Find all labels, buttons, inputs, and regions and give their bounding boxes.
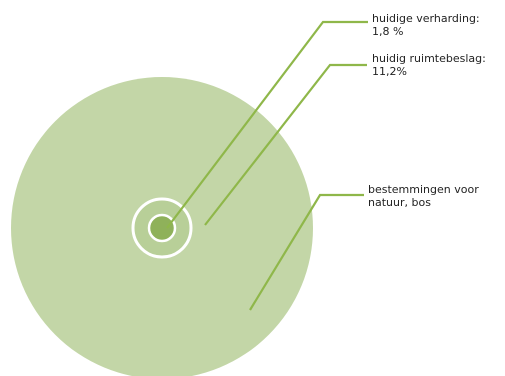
hard-surface-value: 1,8 % — [372, 25, 404, 38]
nature-label: bestemmingen voor natuur, bos — [368, 183, 479, 209]
nature-label-line2: natuur, bos — [368, 196, 431, 209]
space-use-leader-line — [204, 63, 367, 226]
hard-surface-name: huidige verharding: — [372, 12, 480, 25]
space-use-value: 11,2% — [372, 65, 407, 78]
hard-surface-leader-line — [166, 20, 368, 229]
nature-leader-line — [249, 193, 364, 311]
hard-surface-circle — [147, 213, 177, 243]
hard-surface-label: huidige verharding: 1,8 % — [372, 12, 480, 38]
nature-label-line1: bestemmingen voor — [368, 183, 479, 196]
space-use-label: huidig ruimtebeslag: 11,2% — [372, 52, 486, 78]
space-use-name: huidig ruimtebeslag: — [372, 52, 486, 65]
